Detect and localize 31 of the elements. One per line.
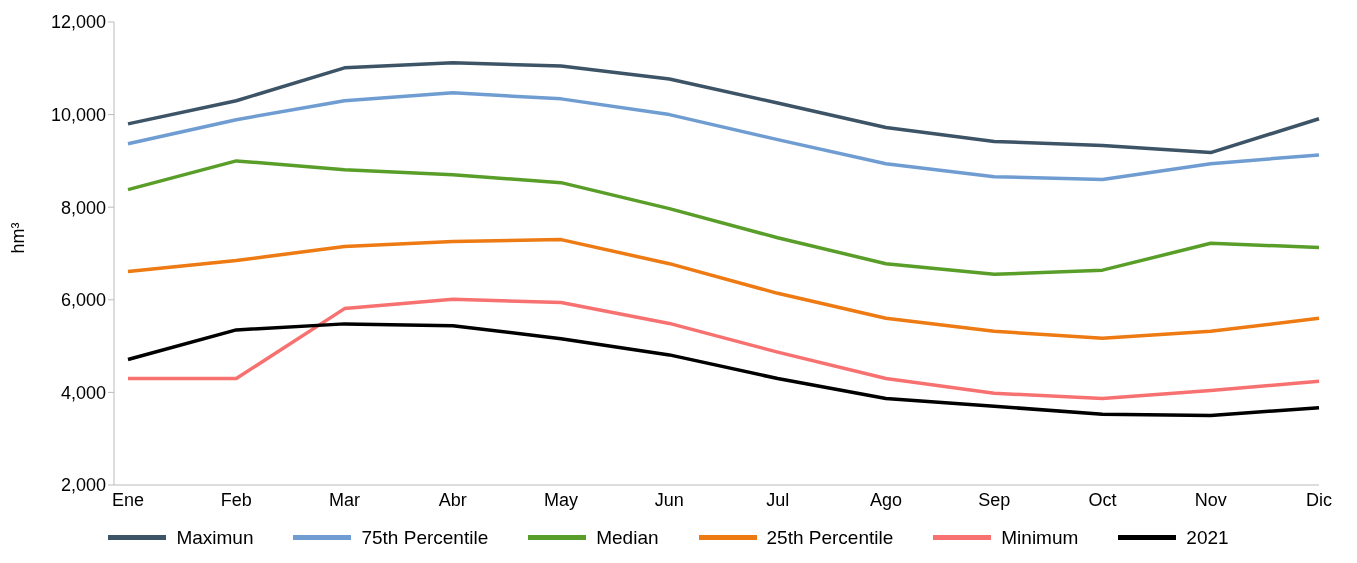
legend-label: 2021 (1186, 527, 1229, 549)
x-tick-label: Ago (869, 489, 902, 510)
x-tick-label: Jul (766, 489, 790, 510)
x-tick-label: Ene (111, 489, 145, 510)
line-series (126, 297, 1321, 401)
x-tick-label: Nov (1194, 489, 1227, 510)
line-series (126, 91, 1321, 182)
x-tick-label: Dic (1306, 489, 1332, 510)
legend-label: Minimum (1001, 527, 1079, 549)
y-axis-title: hm³ (8, 222, 29, 254)
x-tick-label: Jun (654, 489, 684, 510)
x-tick-label: Feb (220, 489, 252, 510)
line-series (126, 322, 1321, 418)
line-series (126, 60, 1321, 155)
y-tick-label: 12,000 (50, 12, 106, 33)
y-tick-label: 8,000 (60, 197, 106, 218)
y-tick-label: 6,000 (60, 290, 106, 311)
y-tick-label: 2,000 (60, 475, 106, 496)
x-tick-label: Sep (978, 489, 1011, 510)
legend-label: 75th Percentile (361, 527, 489, 549)
y-tick-label: 10,000 (50, 104, 106, 125)
legend-label: Maximun (176, 527, 254, 549)
line-series (126, 159, 1321, 277)
legend-label: 25th Percentile (766, 527, 894, 549)
x-tick-label: Oct (1088, 489, 1117, 510)
legend-label: Median (596, 527, 659, 549)
x-tick-label: Mar (329, 489, 361, 510)
x-tick-label: May (544, 489, 579, 510)
x-tick-label: Abr (438, 489, 467, 510)
y-tick-label: 4,000 (60, 382, 106, 403)
line-series (126, 237, 1321, 340)
